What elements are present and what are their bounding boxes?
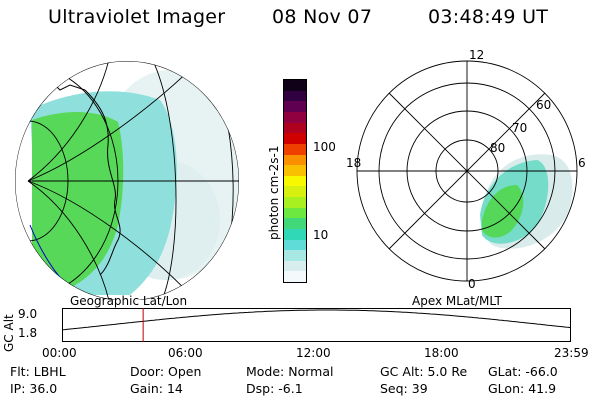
lat-label-70: 70	[512, 121, 528, 135]
info-key: Flt:	[10, 364, 34, 379]
colorbar-swatch	[284, 90, 306, 102]
colorbar-swatch	[284, 122, 306, 134]
info-key: Door:	[130, 364, 169, 379]
info-value: 39	[411, 381, 428, 396]
mlt-label-0: 0	[468, 277, 476, 291]
info-value: -66.0	[525, 364, 558, 379]
mlt-label-12: 12	[469, 48, 485, 62]
colorbar-swatch	[284, 239, 306, 251]
colorbar-tick-100: 100	[313, 140, 336, 154]
left-panel-label: Geographic Lat/Lon	[70, 294, 188, 308]
altitude-xtick-4: 23:59	[554, 346, 589, 360]
info-value: 41.9	[528, 381, 557, 396]
info-key: GC Alt:	[380, 364, 428, 379]
info-field: GLat: -66.0	[488, 364, 558, 379]
time-label: 03:48:49 UT	[428, 6, 549, 28]
info-value: 36.0	[29, 381, 58, 396]
info-value: LBHL	[33, 364, 66, 379]
lat-label-80: 80	[490, 141, 506, 155]
colorbar-swatch	[284, 80, 306, 91]
mlt-label-18: 18	[346, 156, 362, 170]
info-row-1: Flt: LBHL Door: Open Mode: Normal GC Alt: 5…	[10, 364, 600, 380]
info-value: 5.0 Re	[427, 364, 468, 379]
info-key: Mode:	[246, 364, 289, 379]
colorbar-unit-label: photon cm-2s-1	[267, 145, 281, 241]
colorbar-swatch	[284, 175, 306, 187]
info-field: Flt: LBHL	[10, 364, 66, 379]
altitude-ylabel: GC Alt	[2, 314, 16, 352]
altitude-xtick-1: 06:00	[168, 346, 203, 360]
colorbar-swatch	[284, 250, 306, 261]
colorbar	[283, 79, 307, 283]
colorbar-swatch	[284, 260, 306, 272]
info-field: IP: 36.0	[10, 381, 57, 396]
mlt-label-6: 6	[578, 156, 586, 170]
info-key: GLat:	[488, 364, 526, 379]
polar-plot	[356, 60, 578, 282]
info-field: GLon: 41.9	[488, 381, 556, 396]
colorbar-swatch	[284, 101, 306, 112]
info-key: IP:	[10, 381, 30, 396]
colorbar-swatch	[284, 197, 306, 208]
colorbar-swatch	[284, 154, 306, 166]
info-field: Seq: 39	[380, 381, 428, 396]
altitude-xtick-0: 00:00	[42, 346, 77, 360]
info-key: Seq:	[380, 381, 412, 396]
colorbar-swatch	[284, 112, 306, 123]
colorbar-swatch	[284, 207, 306, 219]
altitude-ytick-max: 9.0	[18, 307, 38, 321]
colorbar-swatch	[284, 143, 306, 155]
info-key: GLon:	[488, 381, 529, 396]
altitude-plot	[62, 308, 571, 342]
colorbar-swatch	[284, 218, 306, 229]
date-label: 08 Nov 07	[272, 6, 373, 28]
colorbar-swatch	[284, 271, 306, 282]
instrument-title: Ultraviolet Imager	[48, 6, 226, 28]
info-value: Open	[168, 364, 202, 379]
right-panel-label: Apex MLat/MLT	[412, 294, 502, 308]
info-value: Normal	[288, 364, 334, 379]
altitude-xtick-3: 18:00	[424, 346, 459, 360]
colorbar-swatch	[284, 133, 306, 144]
colorbar-swatch	[284, 186, 306, 197]
info-field: GC Alt: 5.0 Re	[380, 364, 467, 379]
info-key: Dsp:	[246, 381, 279, 396]
info-field: Door: Open	[130, 364, 201, 379]
altitude-xtick-2: 12:00	[296, 346, 331, 360]
info-value: 14	[166, 381, 183, 396]
info-field: Mode: Normal	[246, 364, 333, 379]
colorbar-swatch	[284, 165, 306, 176]
altitude-ytick-min: 1.8	[18, 326, 38, 340]
info-row-2: IP: 36.0 Gain: 14 Dsp: -6.1 Seq: 39 GLon: 41…	[10, 381, 600, 397]
info-key: Gain:	[130, 381, 167, 396]
colorbar-tick-10: 10	[313, 228, 329, 242]
info-field: Gain: 14	[130, 381, 183, 396]
lat-label-60: 60	[536, 98, 552, 112]
info-value: -6.1	[278, 381, 303, 396]
info-field: Dsp: -6.1	[246, 381, 303, 396]
colorbar-swatch	[284, 228, 306, 240]
geographic-map	[15, 61, 239, 300]
